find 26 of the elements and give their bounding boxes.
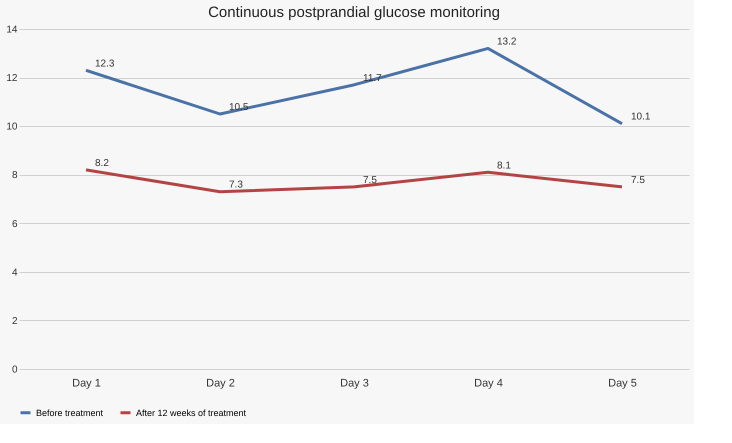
y-tick-label: 6 xyxy=(12,218,18,230)
line-series xyxy=(84,46,624,126)
chart-title: Continuous postprandial glucose monitoring xyxy=(208,4,500,21)
x-tick-label: Day 1 xyxy=(72,378,101,390)
data-label: 7.5 xyxy=(631,174,646,186)
data-label: 10.1 xyxy=(631,112,651,123)
y-tick-label: 14 xyxy=(6,24,18,36)
y-tick-label: 8 xyxy=(12,170,18,182)
y-tick-label: 2 xyxy=(12,316,18,327)
y-tick-label: 0 xyxy=(12,364,18,376)
y-tick-label: 12 xyxy=(6,73,18,84)
x-tick-label: Day 2 xyxy=(206,378,235,390)
data-label: 12.3 xyxy=(95,58,115,70)
data-label: 8.2 xyxy=(95,158,110,169)
y-tick-label: 10 xyxy=(6,122,18,133)
legend-label: Before treatment xyxy=(36,408,104,418)
line-series xyxy=(84,168,624,194)
data-label: 8.1 xyxy=(497,160,512,172)
x-tick-label: Day 4 xyxy=(474,378,503,390)
data-label: 7.3 xyxy=(229,180,244,191)
x-tick-label: Day 5 xyxy=(608,378,637,390)
data-label: 13.2 xyxy=(497,36,517,48)
data-label: 7.5 xyxy=(363,174,378,186)
x-tick-label: Day 3 xyxy=(340,378,369,390)
y-tick-label: 4 xyxy=(12,267,18,278)
legend-label: After 12 weeks of treatment xyxy=(136,408,247,418)
